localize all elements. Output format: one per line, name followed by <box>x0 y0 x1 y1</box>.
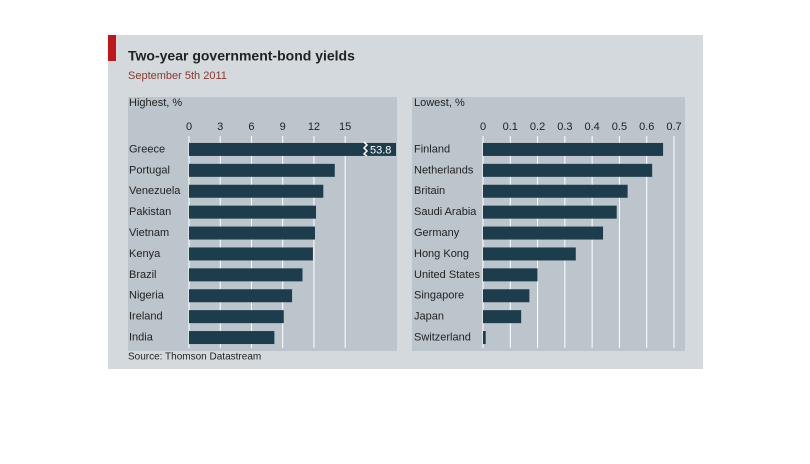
category-label: Britain <box>414 185 445 197</box>
axis-break <box>362 141 369 157</box>
x-tick-label: 6 <box>248 121 254 133</box>
panel <box>412 97 685 351</box>
bar <box>483 226 604 240</box>
bar <box>189 205 317 219</box>
category-label: Greece <box>129 143 165 155</box>
category-label: Pakistan <box>129 206 171 218</box>
category-label: Netherlands <box>414 164 474 176</box>
bar <box>189 163 335 177</box>
category-label: Finland <box>414 143 450 155</box>
bar <box>189 331 275 345</box>
bar <box>483 310 522 324</box>
bar <box>189 247 313 261</box>
x-tick-label: 0.2 <box>530 121 545 133</box>
category-label: Kenya <box>129 248 161 260</box>
panel-title: Lowest, % <box>414 97 465 109</box>
panel-title: Highest, % <box>129 97 182 109</box>
bar <box>483 205 617 219</box>
x-tick-label: 0 <box>186 121 192 133</box>
category-label: Vietnam <box>129 227 169 239</box>
x-tick-label: 0.6 <box>639 121 654 133</box>
bar <box>483 142 664 156</box>
bar <box>483 247 576 261</box>
category-label: Portugal <box>129 164 170 176</box>
x-tick-label: 0.7 <box>666 121 681 133</box>
x-tick-label: 0 <box>480 121 486 133</box>
category-label: United States <box>414 269 481 281</box>
bar <box>483 163 653 177</box>
category-label: Nigeria <box>129 290 165 302</box>
bar <box>483 268 538 282</box>
x-tick-label: 15 <box>339 121 351 133</box>
x-tick-label: 0.1 <box>503 121 518 133</box>
chart-title: Two-year government-bond yields <box>128 48 355 64</box>
category-label: Japan <box>414 311 444 323</box>
bar <box>189 184 324 198</box>
category-label: India <box>129 331 154 343</box>
x-tick-label: 0.4 <box>584 121 599 133</box>
bar <box>483 331 486 345</box>
panel <box>128 97 397 351</box>
bar <box>189 226 315 240</box>
category-label: Singapore <box>414 290 464 302</box>
category-label: Brazil <box>129 269 157 281</box>
x-tick-label: 0.3 <box>557 121 572 133</box>
bar <box>483 184 628 198</box>
category-label: Switzerland <box>414 331 471 343</box>
bar <box>189 310 284 324</box>
category-label: Venezuela <box>129 185 181 197</box>
value-label: 53.8 <box>370 144 391 156</box>
x-tick-label: 12 <box>308 121 320 133</box>
source: Source: Thomson Datastream <box>128 352 261 363</box>
x-tick-label: 0.5 <box>612 121 627 133</box>
category-label: Germany <box>414 227 460 239</box>
bar <box>189 289 293 303</box>
bar <box>189 268 303 282</box>
x-tick-label: 9 <box>280 121 286 133</box>
red-tag <box>108 35 116 61</box>
category-label: Ireland <box>129 311 163 323</box>
chart-subtitle: September 5th 2011 <box>128 70 227 82</box>
bar <box>483 289 530 303</box>
category-label: Hong Kong <box>414 248 469 260</box>
bar <box>189 142 396 156</box>
category-label: Saudi Arabia <box>414 206 477 218</box>
x-tick-label: 3 <box>217 121 223 133</box>
